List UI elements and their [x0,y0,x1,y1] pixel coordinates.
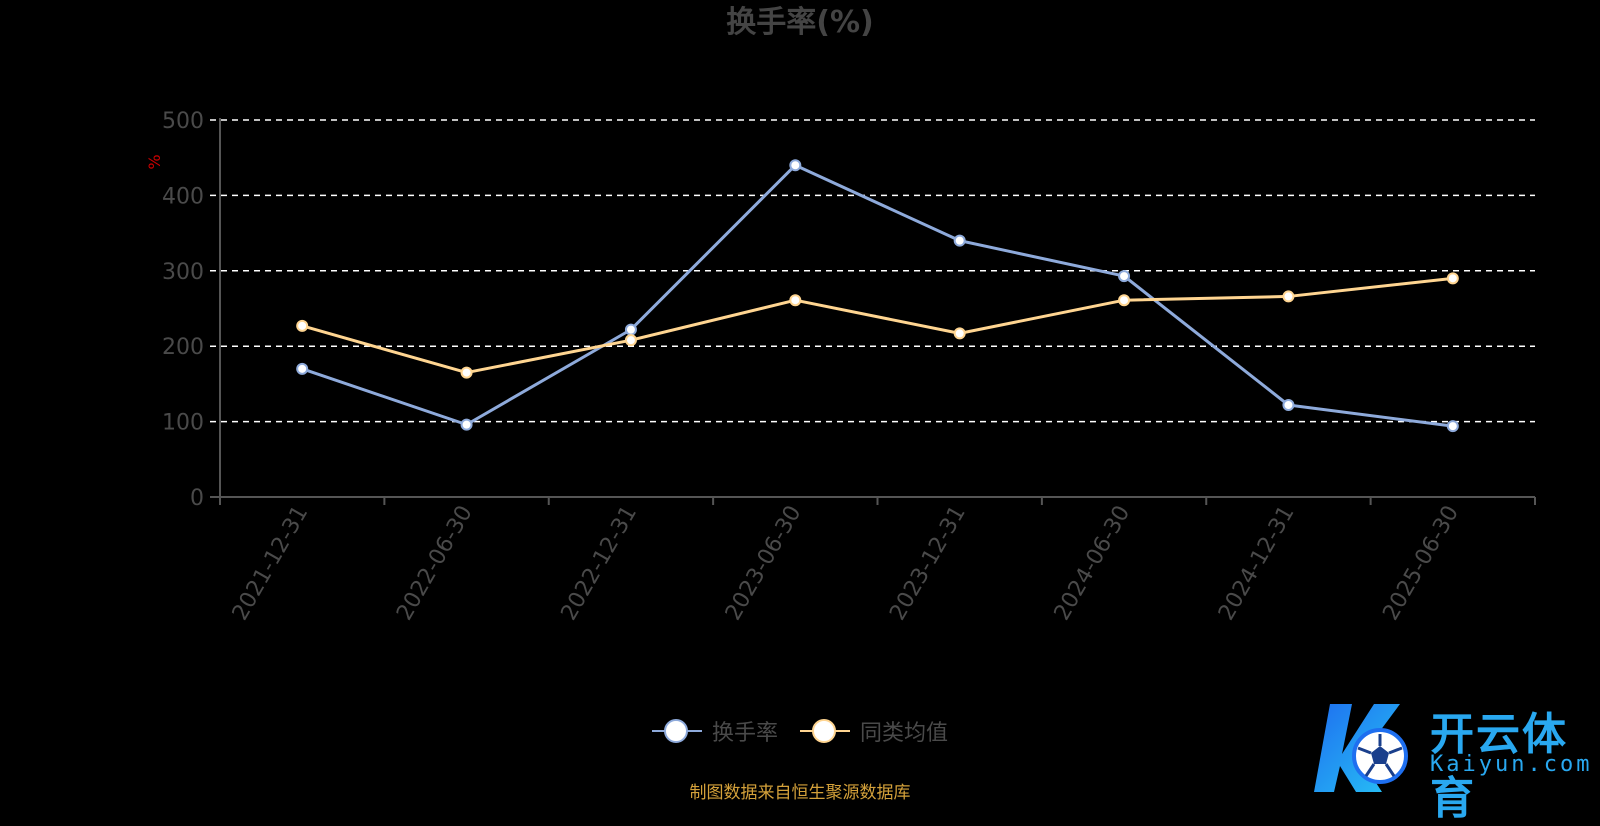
tick-labels: 0 100 200 300 400 500% 2021-12-31 2022-06-30 202… [145,109,1464,625]
legend-label: 换手率 [711,721,778,746]
data-point-series2 [1118,294,1131,307]
data-point-series2 [1282,290,1295,303]
data-point-series2 [1446,272,1459,285]
line-chart: 0 100 200 300 400 500% 2021-12-31 2022-06-30 202… [145,109,1536,625]
legend: 换手率 同类均值 [0,715,1600,747]
x-tick-label: 2021-12-31 [228,502,314,625]
data-point-series1 [296,362,309,375]
x-tick-label: 2024-12-31 [1214,502,1300,625]
x-tick-label: 2022-12-31 [557,502,643,625]
y-tick-label: 200 [162,335,204,360]
data-point-series2 [953,327,966,340]
x-tick-label: 2023-06-30 [721,502,807,625]
data-point-series1 [1282,399,1295,412]
y-tick-label: 400 [162,184,204,209]
data-point-series1 [1118,270,1131,283]
series-line-1 [301,163,1454,428]
y-axis-unit-label: % [145,154,164,169]
y-tick-label: 500 [162,109,204,134]
y-tick-label: 300 [162,260,204,285]
legend-swatch-series2 [800,719,850,743]
data-point-series2 [624,334,637,347]
axes [210,118,1536,505]
legend-item-series1[interactable]: 换手率 [651,715,778,747]
x-tick-label: 2025-06-30 [1378,502,1464,625]
x-tick-label: 2024-06-30 [1050,502,1136,625]
data-points [296,159,1459,433]
data-point-series1 [1446,420,1459,433]
x-tick-label: 2023-12-31 [885,502,971,625]
series-line-2 [301,276,1453,375]
chart-title: 换手率(%) [726,5,874,40]
data-point-series1 [953,234,966,247]
y-tick-label: 0 [190,486,204,511]
data-point-series2 [460,366,473,379]
legend-item-series2[interactable]: 同类均值 [800,715,948,747]
y-tick-label: 100 [162,411,204,436]
x-tick-label: 2022-06-30 [392,502,478,625]
brand-logo: 开云体育 Kaiyun.com [1312,696,1600,824]
legend-label: 同类均值 [860,721,949,746]
data-point-series2 [789,294,802,307]
data-point-series1 [789,159,802,172]
data-point-series2 [296,319,309,332]
kaiyun-logo-icon [1314,704,1408,792]
data-point-series1 [624,323,637,336]
logo-text-en: Kaiyun.com [1430,752,1593,777]
grid-lines [210,119,1535,423]
data-point-series1 [460,418,473,431]
legend-swatch-series1 [651,719,702,743]
data-source-note: 制图数据来自恒生聚源数据库 [689,783,911,803]
series-lines [301,163,1454,428]
